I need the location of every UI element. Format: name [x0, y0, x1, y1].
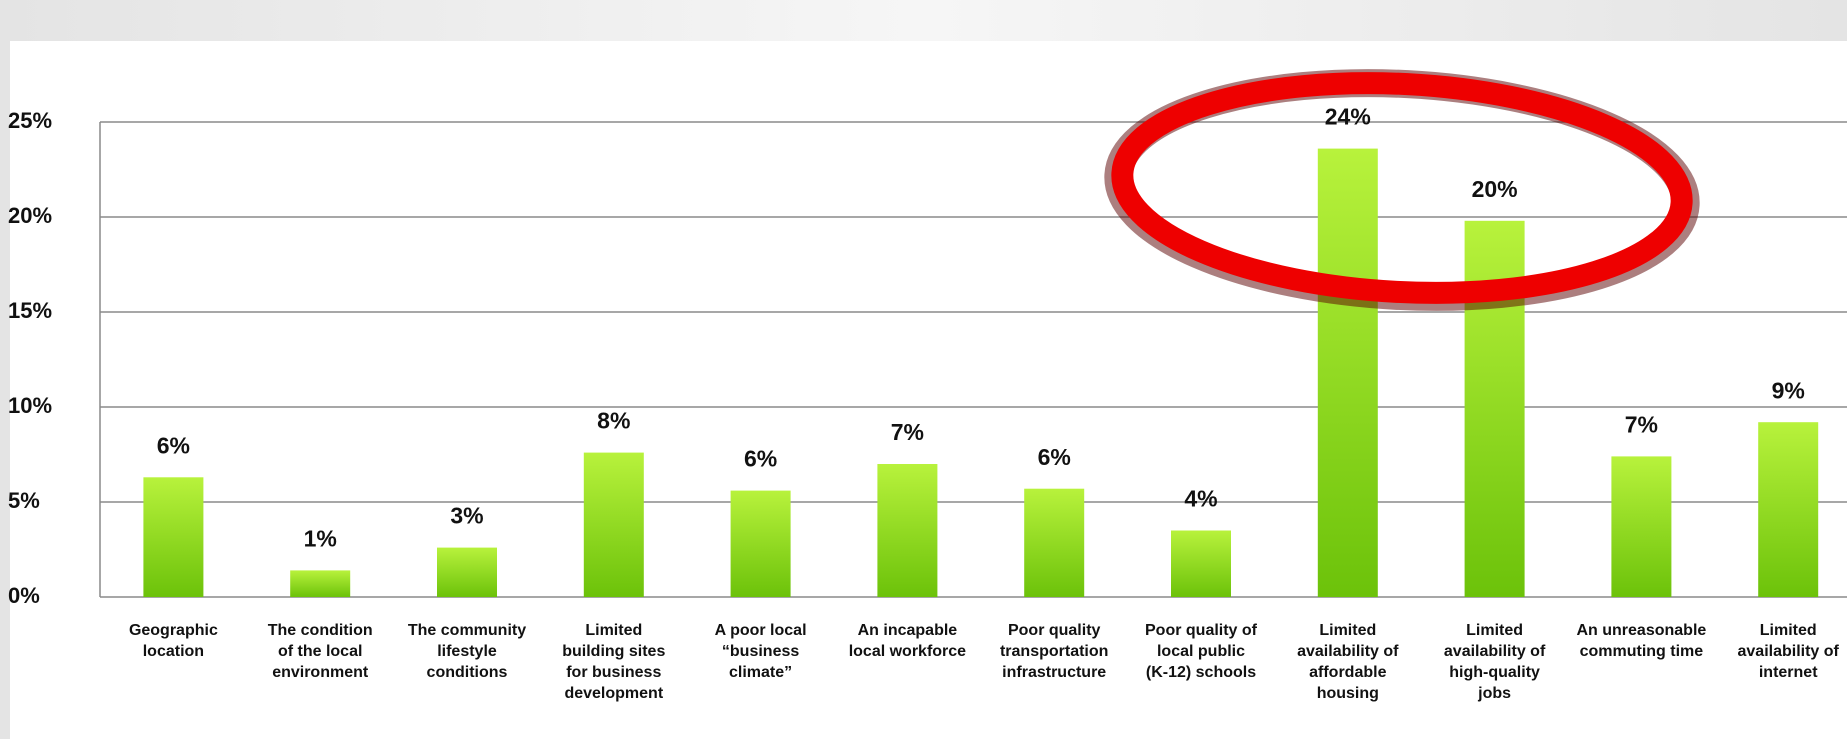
x-tick-label: Poor quality of local public (K-12) school…: [1145, 622, 1258, 681]
label-line: transportation: [1000, 643, 1108, 660]
label-line: jobs: [1477, 685, 1511, 702]
bar: [1758, 422, 1819, 597]
x-tick-label: The condition of the local environment: [268, 622, 373, 681]
highlight-ellipse: [1104, 69, 1700, 311]
x-tick-label: An unreasonable commuting time: [1576, 622, 1706, 660]
y-tick-label: 25%: [8, 108, 52, 133]
label-line: local workforce: [849, 643, 966, 660]
value-label: 9%: [1772, 377, 1805, 403]
label-line: Geographic: [129, 622, 218, 639]
label-line: commuting time: [1580, 643, 1704, 660]
value-label: 1%: [304, 525, 337, 551]
label-line: The community: [408, 622, 526, 639]
value-label: 6%: [744, 446, 777, 472]
value-label: 6%: [157, 432, 190, 458]
label-line: “business: [722, 643, 799, 660]
value-label: 7%: [891, 419, 924, 445]
bar: [143, 477, 204, 597]
y-tick-label: 0%: [8, 583, 40, 608]
value-label: 7%: [1625, 411, 1658, 437]
label-line: Limited: [1319, 622, 1376, 639]
label-line: Poor quality of: [1145, 622, 1258, 639]
x-tick-label: Limited building sites for business develop…: [562, 622, 665, 702]
bar: [1611, 456, 1672, 597]
label-line: Poor quality: [1008, 622, 1101, 639]
label-line: development: [564, 685, 663, 702]
label-line: climate”: [729, 664, 792, 681]
label-line: high-quality: [1449, 664, 1540, 681]
label-line: building sites: [562, 643, 665, 660]
bar: [437, 547, 497, 597]
label-line: Limited: [1760, 622, 1817, 639]
y-tick-label: 20%: [8, 203, 52, 228]
x-tick-label: Limited availability of affordable housing: [1297, 622, 1399, 702]
label-line: Limited: [1466, 622, 1523, 639]
x-tick-label: Poor quality transportation infrastructure: [1000, 622, 1108, 681]
label-line: local public: [1157, 643, 1245, 660]
x-tick-label: Limited availability of high-quality jobs: [1444, 622, 1546, 702]
label-line: infrastructure: [1002, 664, 1106, 681]
value-label: 3%: [450, 503, 483, 529]
label-line: The condition: [268, 622, 373, 639]
label-line: A poor local: [715, 622, 807, 639]
value-label: 8%: [597, 408, 630, 434]
label-line: location: [143, 643, 204, 660]
label-line: availability of: [1738, 643, 1840, 660]
label-line: lifestyle: [437, 643, 497, 660]
value-label: 24%: [1325, 104, 1371, 130]
value-label: 6%: [1038, 444, 1071, 470]
label-line: housing: [1317, 685, 1379, 702]
bar: [1171, 530, 1231, 597]
panel: [10, 41, 1847, 739]
y-tick-label: 15%: [8, 298, 52, 323]
label-line: environment: [272, 664, 369, 681]
label-line: for business: [566, 664, 661, 681]
label-line: availability of: [1444, 643, 1546, 660]
label-line: of the local: [278, 643, 362, 660]
x-tick-label: An incapable local workforce: [849, 622, 966, 660]
x-tick-label: Geographic location: [129, 622, 218, 660]
y-tick-label: 5%: [8, 488, 40, 513]
x-tick-label: Limited availability of internet: [1738, 622, 1840, 681]
value-label: 4%: [1184, 486, 1217, 512]
bar: [583, 452, 644, 597]
bar: [1024, 488, 1085, 597]
x-tick-label: A poor local “business climate”: [715, 622, 807, 681]
label-line: availability of: [1297, 643, 1399, 660]
bar: [877, 464, 938, 597]
label-line: An incapable: [858, 622, 958, 639]
label-line: An unreasonable: [1576, 622, 1706, 639]
label-line: conditions: [427, 664, 508, 681]
bar: [1317, 148, 1378, 597]
label-line: Limited: [585, 622, 642, 639]
label-line: affordable: [1309, 664, 1386, 681]
label-line: (K-12) schools: [1146, 664, 1256, 681]
bar: [730, 490, 791, 597]
y-tick-label: 10%: [8, 393, 52, 418]
bar: [290, 570, 351, 597]
x-tick-label: The community lifestyle conditions: [408, 622, 526, 681]
label-line: internet: [1759, 664, 1818, 681]
value-label: 20%: [1472, 176, 1518, 202]
